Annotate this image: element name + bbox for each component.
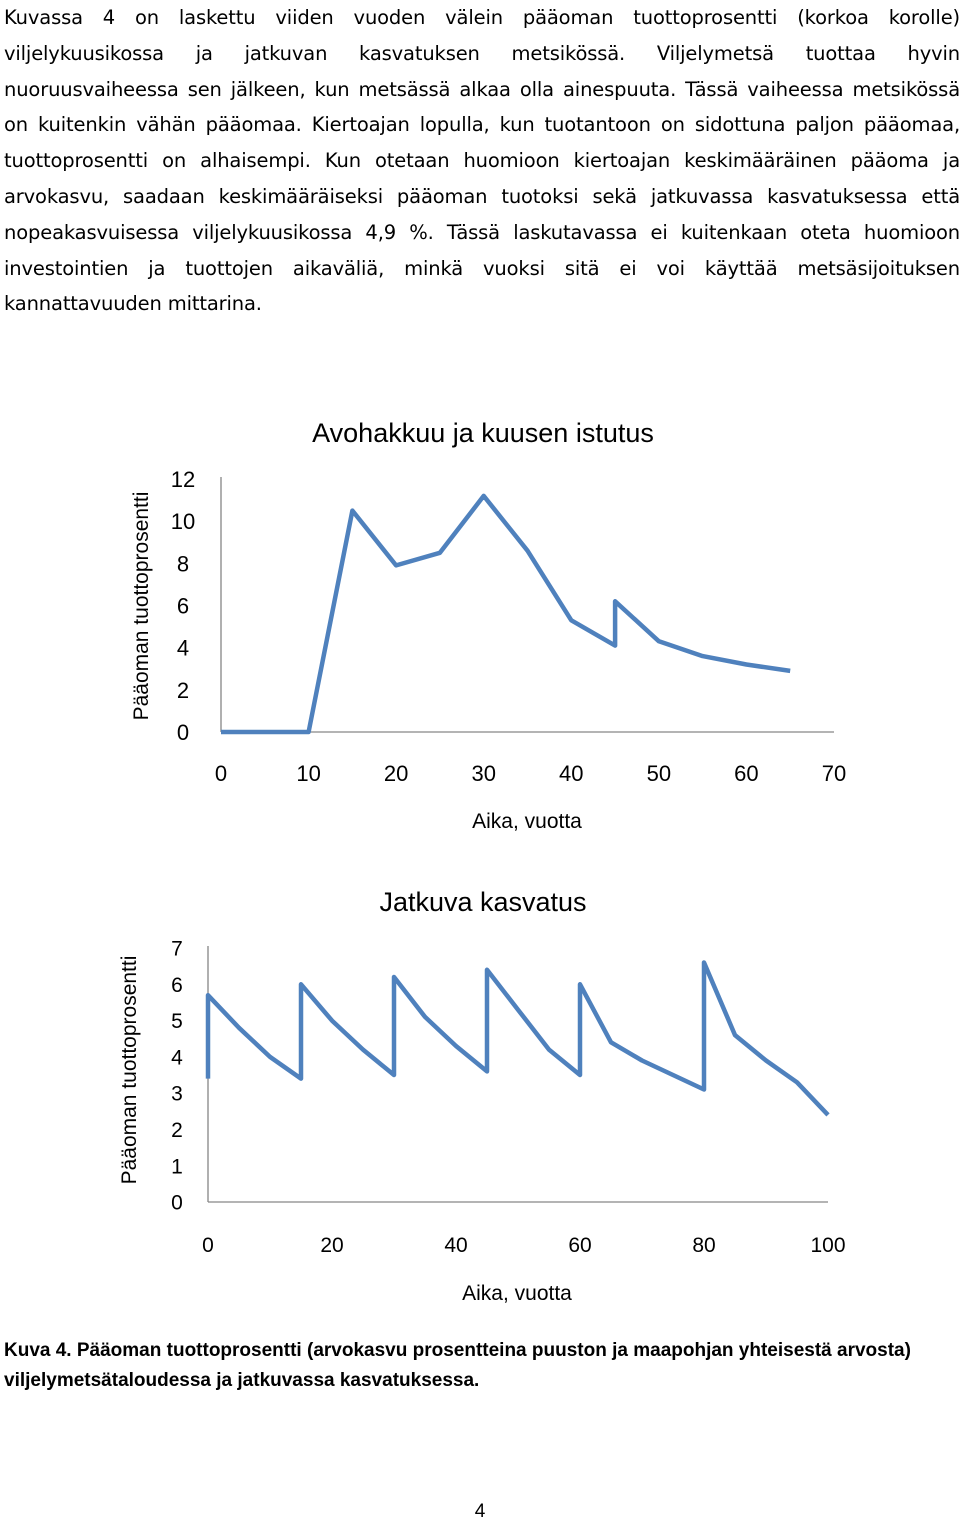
data-point (423, 1015, 427, 1019)
x-tick-label: 100 (810, 1234, 845, 1257)
data-point (613, 644, 617, 648)
data-point (613, 599, 617, 603)
x-tick-label: 50 (647, 761, 671, 786)
data-point (482, 494, 486, 498)
y-tick-label: 10 (171, 509, 195, 534)
data-point (237, 1026, 241, 1030)
data-point (268, 1055, 272, 1059)
x-tick-label: 80 (692, 1234, 715, 1257)
data-point (516, 1008, 520, 1012)
data-point (702, 961, 706, 965)
x-axis-label: Aika, vuotta (472, 810, 582, 833)
y-tick-label: 6 (177, 593, 189, 618)
y-tick-label: 8 (177, 551, 189, 576)
x-tick-label: 0 (202, 1234, 214, 1257)
body-paragraph: Kuvassa 4 on laskettu viiden vuoden väle… (4, 0, 960, 322)
data-point (788, 669, 792, 673)
data-point (744, 663, 748, 667)
data-point (350, 509, 354, 513)
y-tick-label: 7 (171, 938, 183, 961)
data-point (454, 1044, 458, 1048)
caption-text: Pääoman tuottoprosentti (arvokasvu prose… (4, 1340, 911, 1391)
data-point (361, 1048, 365, 1052)
chart-title: Avohakkuu ja kuusen istutus (312, 418, 654, 448)
x-tick-label: 70 (822, 761, 846, 786)
x-tick-label: 60 (568, 1234, 591, 1257)
caption-label: Kuva 4. (4, 1340, 72, 1361)
data-point (609, 1040, 613, 1044)
data-point (701, 654, 705, 658)
data-point (826, 1113, 830, 1117)
x-tick-label: 20 (384, 761, 408, 786)
x-tick-label: 10 (296, 761, 320, 786)
chart-avohakkuu: Avohakkuu ja kuusen istutus 0 2 4 6 8 10 12 0 10 2… (0, 400, 960, 850)
chart-jatkuva-kasvatus: Jatkuva kasvatus 0 1 2 3 4 5 6 7 0 20 40 60 80 100 Aika… (0, 870, 960, 1320)
y-tick-label: 4 (177, 636, 189, 661)
x-axis-label: Aika, vuotta (462, 1282, 572, 1305)
body-text: Kuvassa 4 on laskettu viiden vuoden väle… (4, 6, 960, 316)
x-tick-label: 40 (559, 761, 583, 786)
x-tick-label: 60 (734, 761, 758, 786)
data-point (299, 1077, 303, 1081)
series-line (205, 960, 830, 1117)
data-point (438, 551, 442, 555)
y-axis-label: Pääoman tuottoprosentti (118, 956, 141, 1185)
y-tick-label: 2 (171, 1119, 183, 1142)
x-tick-label: 0 (215, 761, 227, 786)
data-point (299, 982, 303, 986)
data-point (702, 1088, 706, 1092)
data-point (392, 1073, 396, 1077)
data-point (578, 982, 582, 986)
data-point (485, 1069, 489, 1073)
data-point (569, 618, 573, 622)
data-point (330, 1019, 334, 1023)
x-tick-label: 40 (444, 1234, 467, 1257)
data-point (206, 1077, 210, 1081)
data-point (394, 563, 398, 567)
data-point (764, 1058, 768, 1062)
data-point (640, 1058, 644, 1062)
data-point (657, 639, 661, 643)
chart-jatkuva-svg: Jatkuva kasvatus 0 1 2 3 4 5 6 7 0 20 40 60 80 100 Aika… (118, 887, 846, 1305)
y-tick-label: 4 (171, 1046, 183, 1069)
data-point (526, 549, 530, 553)
y-tick-label: 5 (171, 1010, 183, 1033)
chart-title: Jatkuva kasvatus (379, 887, 586, 917)
data-point (392, 975, 396, 979)
y-tick-label: 0 (177, 720, 189, 745)
data-point (219, 730, 223, 734)
y-tick-label: 1 (171, 1155, 183, 1178)
data-point (307, 730, 311, 734)
y-tick-label: 3 (171, 1083, 183, 1106)
y-tick-label: 6 (171, 974, 183, 997)
y-tick-label: 12 (171, 467, 195, 492)
figure-caption: Kuva 4. Pääoman tuottoprosentti (arvokas… (4, 1336, 934, 1396)
data-point (733, 1033, 737, 1037)
series-line (221, 493, 791, 735)
x-tick-label: 20 (320, 1234, 343, 1257)
y-tick-label: 2 (177, 678, 189, 703)
data-point (485, 968, 489, 972)
data-point (206, 993, 210, 997)
page-number: 4 (474, 1501, 486, 1522)
x-tick-label: 30 (471, 761, 495, 786)
chart-avohakkuu-svg: Avohakkuu ja kuusen istutus 0 2 4 6 8 10 12 0 10 2… (130, 418, 846, 833)
y-tick-label: 0 (171, 1192, 183, 1215)
data-point (671, 1073, 675, 1077)
data-point (795, 1080, 799, 1084)
y-axis-label: Pääoman tuottoprosentti (130, 492, 153, 721)
data-point (578, 1073, 582, 1077)
data-point (547, 1048, 551, 1052)
